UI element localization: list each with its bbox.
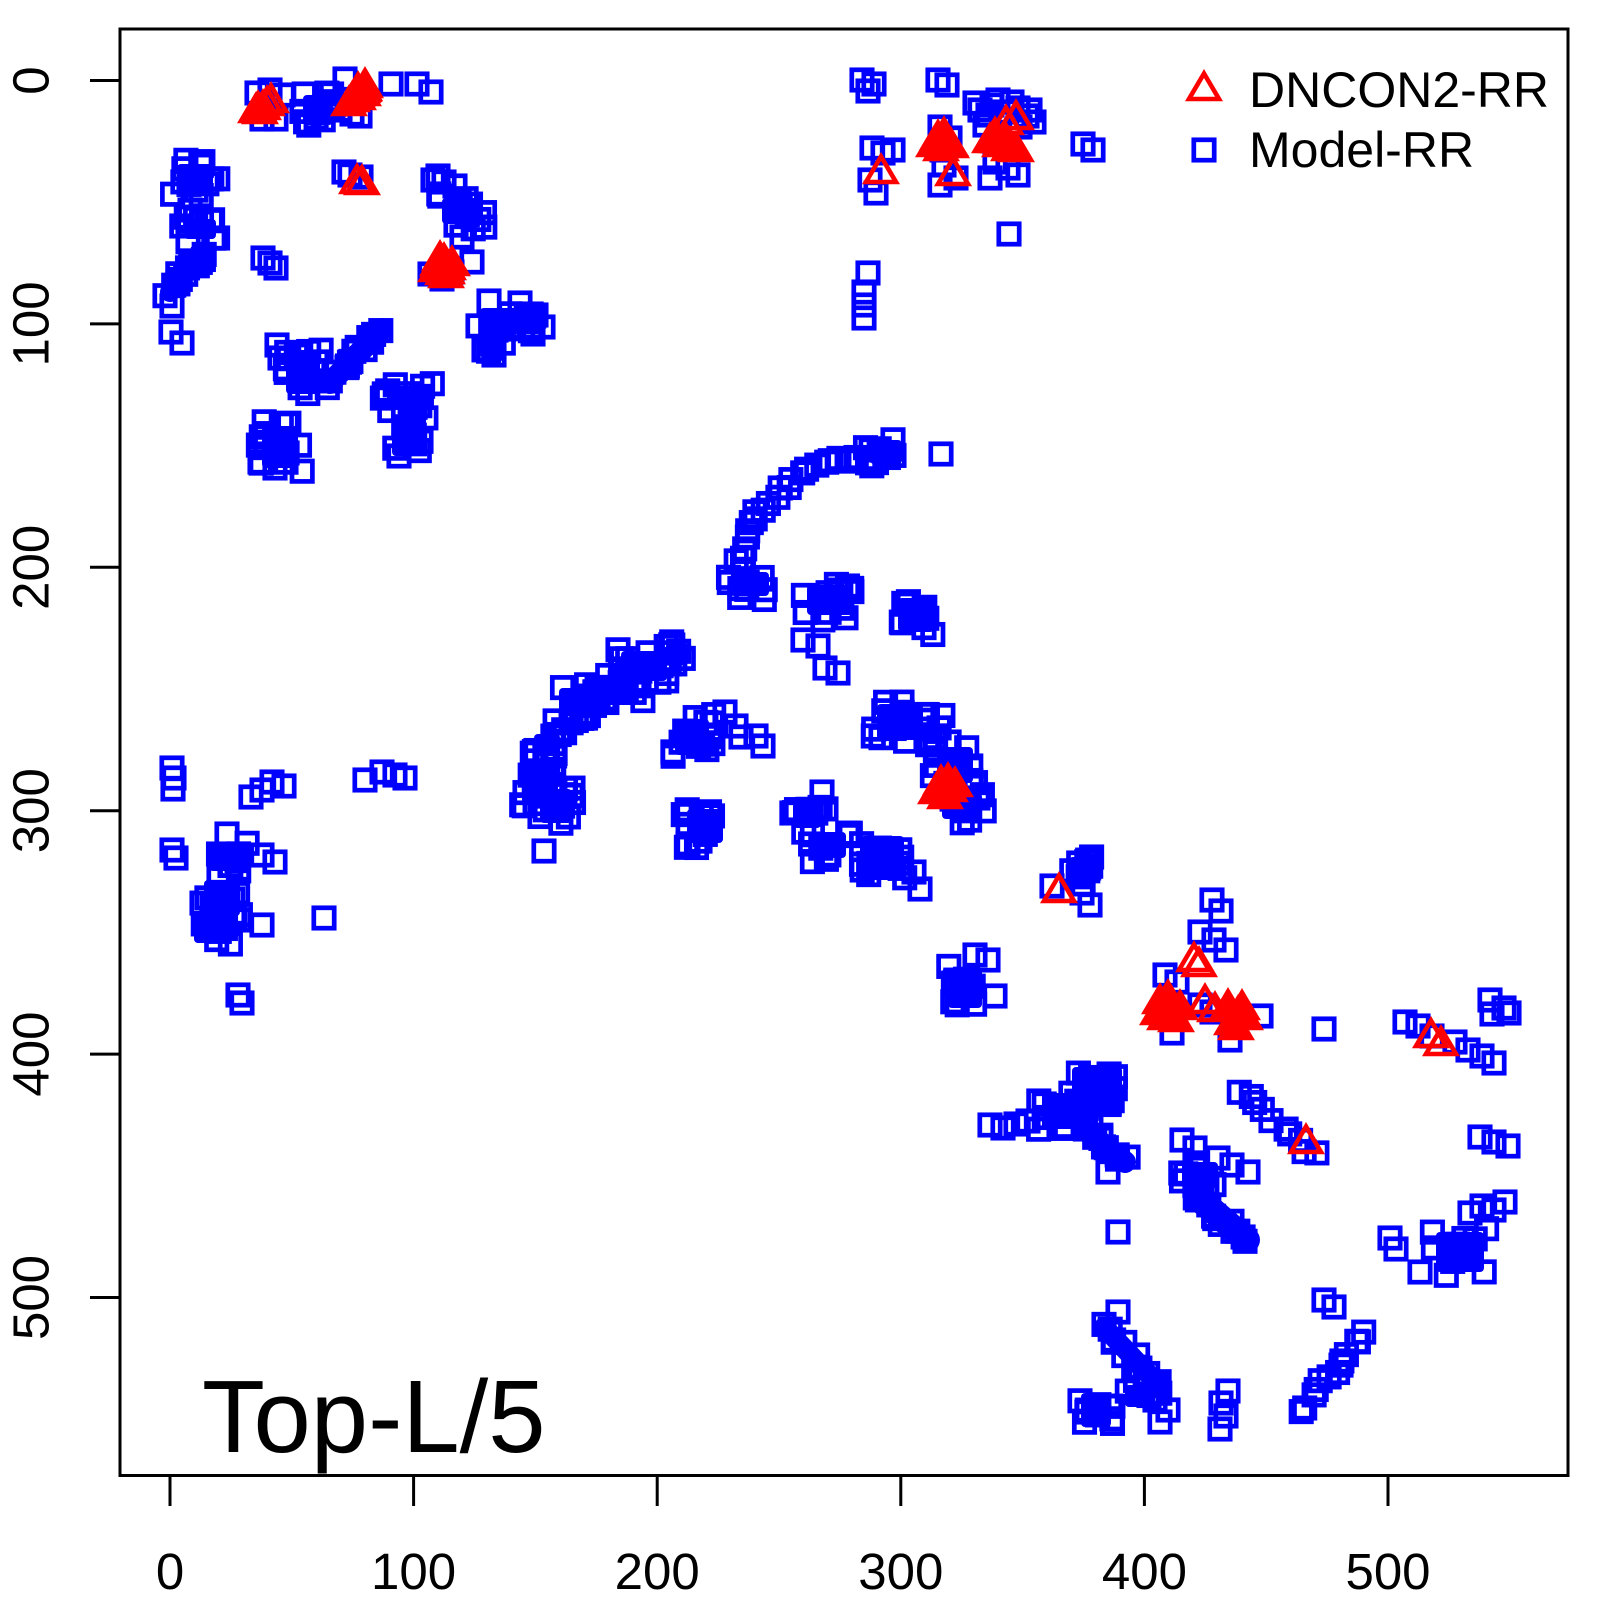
svg-text:500: 500 — [3, 1255, 60, 1340]
svg-text:0: 0 — [3, 66, 60, 94]
svg-text:Model-RR: Model-RR — [1249, 122, 1474, 178]
svg-text:300: 300 — [858, 1543, 943, 1600]
svg-text:100: 100 — [371, 1543, 456, 1600]
svg-text:100: 100 — [3, 281, 60, 366]
svg-text:Top-L/5: Top-L/5 — [202, 1359, 546, 1474]
svg-text:200: 200 — [615, 1543, 700, 1600]
svg-text:300: 300 — [3, 768, 60, 853]
svg-text:400: 400 — [1102, 1543, 1187, 1600]
svg-text:400: 400 — [3, 1012, 60, 1097]
svg-text:200: 200 — [3, 525, 60, 610]
svg-text:500: 500 — [1345, 1543, 1430, 1600]
svg-text:0: 0 — [156, 1543, 184, 1600]
svg-text:DNCON2-RR: DNCON2-RR — [1249, 62, 1549, 118]
